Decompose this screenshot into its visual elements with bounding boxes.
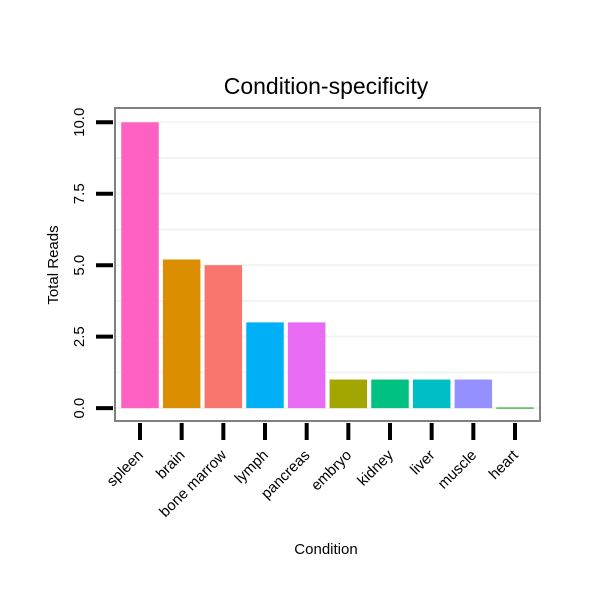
plot-panel-border bbox=[114, 107, 541, 422]
bar-lymph bbox=[246, 322, 284, 409]
bar-pancreas bbox=[287, 322, 326, 409]
bar-embryo bbox=[329, 379, 368, 409]
chart-title: Condition-specificity bbox=[224, 73, 429, 99]
bar-muscle bbox=[454, 379, 493, 409]
x-tick-label: lymph bbox=[232, 447, 272, 487]
y-axis-label: Total Reads bbox=[45, 225, 62, 304]
bar-heart bbox=[496, 407, 534, 409]
y-tick-label: 7.5 bbox=[71, 183, 88, 204]
x-tick-label: liver bbox=[407, 447, 438, 478]
x-tick-label: muscle bbox=[435, 447, 481, 493]
bar-spleen bbox=[121, 122, 159, 409]
y-tick-label: 2.5 bbox=[71, 326, 88, 347]
bar-brain bbox=[162, 259, 201, 409]
y-tick-label: 0.0 bbox=[71, 398, 88, 419]
y-tick-label: 5.0 bbox=[71, 255, 88, 276]
y-axis: 0.0 2.5 5.0 7.5 10.0 bbox=[71, 108, 113, 419]
y-tick-label: 10.0 bbox=[71, 108, 88, 137]
x-tick-label: embryo bbox=[308, 447, 355, 494]
x-axis-label: Condition bbox=[294, 541, 357, 558]
x-tick-label: brain bbox=[153, 447, 189, 483]
x-tick-label: spleen bbox=[104, 447, 147, 490]
bars bbox=[121, 122, 534, 409]
bar-liver bbox=[412, 379, 451, 409]
bar-kidney bbox=[371, 379, 409, 409]
bar-bone-marrow bbox=[204, 265, 243, 409]
x-tick-label: heart bbox=[486, 446, 523, 483]
x-tick-label: kidney bbox=[354, 446, 397, 489]
